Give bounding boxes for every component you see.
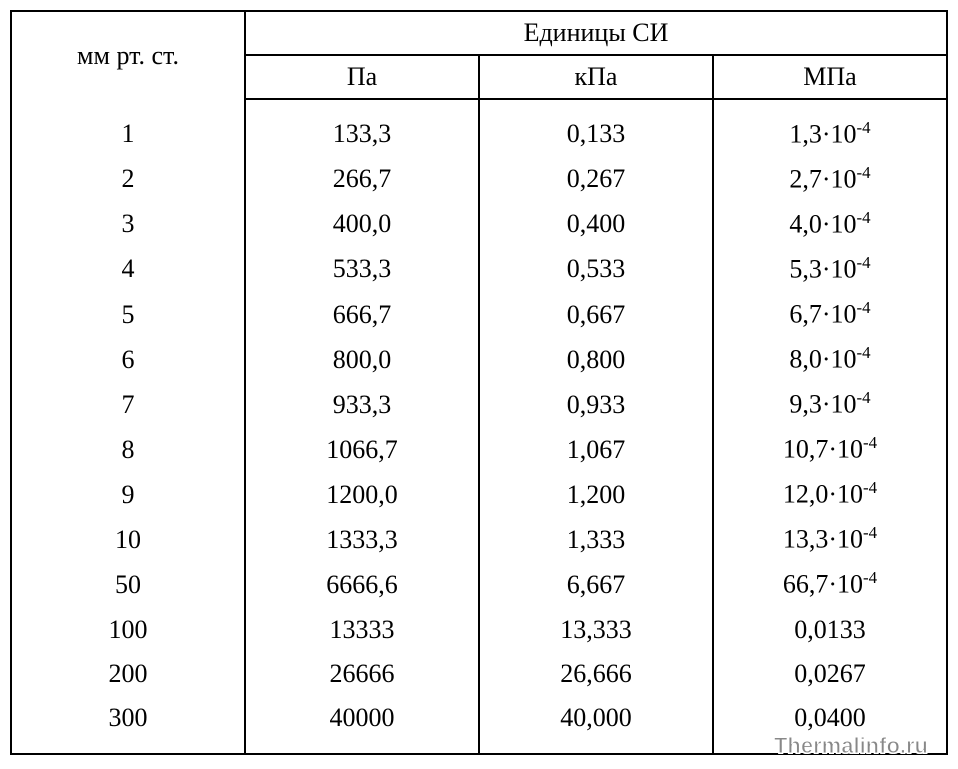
cell-kpa: 0,400 xyxy=(479,202,713,247)
cell-kpa: 0,800 xyxy=(479,337,713,382)
cell-mpa: 1,3·10-4 xyxy=(713,99,947,157)
cell-kpa: 0,667 xyxy=(479,292,713,337)
cell-kpa: 6,667 xyxy=(479,562,713,607)
cell-mmhg: 1 xyxy=(11,99,245,157)
table-row: 3400,00,4004,0·10-4 xyxy=(11,202,947,247)
cell-mmhg: 6 xyxy=(11,337,245,382)
cell-mpa: 4,0·10-4 xyxy=(713,202,947,247)
cell-mmhg: 4 xyxy=(11,247,245,292)
cell-mmhg: 50 xyxy=(11,562,245,607)
cell-mpa: 66,7·10-4 xyxy=(713,562,947,607)
table-row: 81066,71,06710,7·10-4 xyxy=(11,427,947,472)
table-row: 1001333313,3330,0133 xyxy=(11,608,947,652)
conversion-table: мм рт. ст. Единицы СИ Па кПа МПа 1133,30… xyxy=(10,10,948,755)
cell-mmhg: 100 xyxy=(11,608,245,652)
cell-mmhg: 5 xyxy=(11,292,245,337)
cell-mpa: 12,0·10-4 xyxy=(713,472,947,517)
cell-kpa: 0,133 xyxy=(479,99,713,157)
cell-kpa: 1,200 xyxy=(479,472,713,517)
header-kpa: кПа xyxy=(479,55,713,99)
cell-mmhg: 8 xyxy=(11,427,245,472)
cell-mpa: 10,7·10-4 xyxy=(713,427,947,472)
header-si-group: Единицы СИ xyxy=(245,11,947,55)
table-body: 1133,30,1331,3·10-42266,70,2672,7·10-434… xyxy=(11,99,947,754)
cell-mpa: 9,3·10-4 xyxy=(713,382,947,427)
cell-kpa: 1,333 xyxy=(479,517,713,562)
cell-pa: 133,3 xyxy=(245,99,479,157)
cell-mmhg: 7 xyxy=(11,382,245,427)
cell-pa: 1066,7 xyxy=(245,427,479,472)
cell-kpa: 1,067 xyxy=(479,427,713,472)
cell-mpa: 6,7·10-4 xyxy=(713,292,947,337)
cell-kpa: 0,533 xyxy=(479,247,713,292)
table-row: 7933,30,9339,3·10-4 xyxy=(11,382,947,427)
cell-kpa: 0,267 xyxy=(479,157,713,202)
table-row: 6800,00,8008,0·10-4 xyxy=(11,337,947,382)
cell-mmhg: 3 xyxy=(11,202,245,247)
cell-pa: 6666,6 xyxy=(245,562,479,607)
table-row: 2266,70,2672,7·10-4 xyxy=(11,157,947,202)
cell-kpa: 40,000 xyxy=(479,696,713,753)
cell-mpa: 8,0·10-4 xyxy=(713,337,947,382)
table-row: 4533,30,5335,3·10-4 xyxy=(11,247,947,292)
cell-pa: 1200,0 xyxy=(245,472,479,517)
cell-mpa: 5,3·10-4 xyxy=(713,247,947,292)
table-row: 3004000040,0000,0400 xyxy=(11,696,947,753)
header-pa: Па xyxy=(245,55,479,99)
cell-kpa: 0,933 xyxy=(479,382,713,427)
cell-pa: 40000 xyxy=(245,696,479,753)
cell-pa: 666,7 xyxy=(245,292,479,337)
table-row: 1133,30,1331,3·10-4 xyxy=(11,99,947,157)
cell-mpa: 13,3·10-4 xyxy=(713,517,947,562)
table-row: 101333,31,33313,3·10-4 xyxy=(11,517,947,562)
cell-pa: 13333 xyxy=(245,608,479,652)
header-mmhg: мм рт. ст. xyxy=(11,11,245,99)
header-mpa: МПа xyxy=(713,55,947,99)
cell-pa: 266,7 xyxy=(245,157,479,202)
cell-kpa: 13,333 xyxy=(479,608,713,652)
cell-mpa: 2,7·10-4 xyxy=(713,157,947,202)
cell-pa: 400,0 xyxy=(245,202,479,247)
cell-mmhg: 300 xyxy=(11,696,245,753)
cell-pa: 933,3 xyxy=(245,382,479,427)
cell-mpa: 0,0400 xyxy=(713,696,947,753)
table-row: 91200,01,20012,0·10-4 xyxy=(11,472,947,517)
table-row: 506666,66,66766,7·10-4 xyxy=(11,562,947,607)
cell-pa: 533,3 xyxy=(245,247,479,292)
cell-mmhg: 9 xyxy=(11,472,245,517)
cell-mmhg: 2 xyxy=(11,157,245,202)
cell-pa: 800,0 xyxy=(245,337,479,382)
cell-mpa: 0,0133 xyxy=(713,608,947,652)
cell-pa: 1333,3 xyxy=(245,517,479,562)
cell-mmhg: 10 xyxy=(11,517,245,562)
table-row: 5666,70,6676,7·10-4 xyxy=(11,292,947,337)
